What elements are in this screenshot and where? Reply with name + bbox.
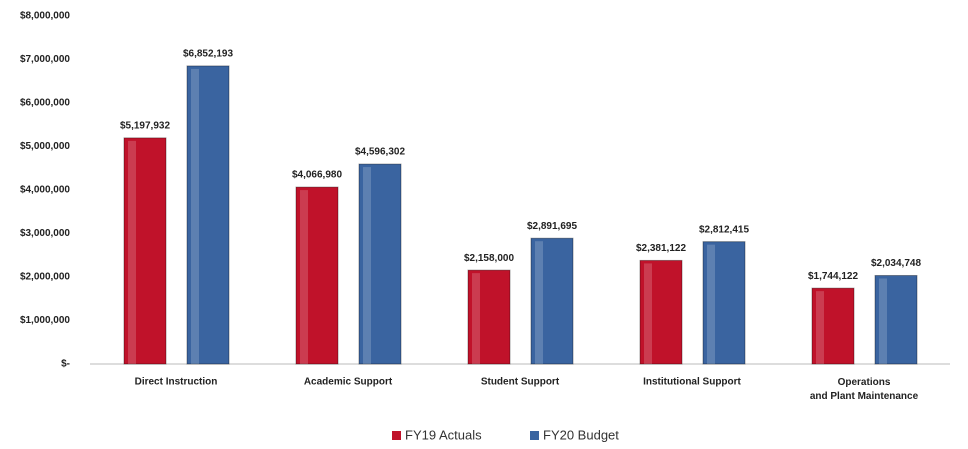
y-tick-label: $4,000,000 bbox=[20, 185, 70, 196]
bar-group bbox=[467, 269, 511, 365]
bar-highlight bbox=[879, 278, 887, 364]
bar-highlight bbox=[644, 263, 652, 364]
y-tick-label: $8,000,000 bbox=[20, 11, 70, 22]
data-label: $5,197,932 bbox=[120, 121, 170, 132]
y-tick-label: $6,000,000 bbox=[20, 98, 70, 109]
y-tick-label: $2,000,000 bbox=[20, 272, 70, 283]
bar bbox=[702, 241, 746, 365]
bar-group bbox=[530, 237, 574, 365]
bar bbox=[186, 65, 230, 365]
bar-group bbox=[123, 137, 167, 365]
bar-group bbox=[811, 287, 855, 365]
data-label: $4,596,302 bbox=[355, 147, 405, 158]
y-tick-label: $1,000,000 bbox=[20, 315, 70, 326]
y-tick-label: $7,000,000 bbox=[20, 54, 70, 65]
bar-highlight bbox=[707, 244, 715, 364]
x-tick-label: Academic Support bbox=[304, 377, 393, 388]
legend-text: FY20 Budget bbox=[543, 427, 619, 442]
bar bbox=[530, 237, 574, 365]
data-label: $1,744,122 bbox=[808, 271, 858, 282]
data-label: $2,158,000 bbox=[464, 253, 514, 264]
bar-highlight bbox=[128, 140, 136, 364]
bar-highlight bbox=[363, 167, 371, 364]
x-tick-label: Student Support bbox=[481, 377, 560, 388]
bar-group bbox=[358, 163, 402, 365]
bar-group bbox=[186, 65, 230, 365]
data-label: $4,066,980 bbox=[292, 170, 342, 181]
bar bbox=[467, 269, 511, 365]
legend-swatch bbox=[392, 431, 401, 440]
bar bbox=[639, 259, 683, 365]
x-tick-label: Operations and Plant Maintenance bbox=[810, 377, 919, 402]
bar-highlight bbox=[300, 190, 308, 364]
data-label: $2,381,122 bbox=[636, 243, 686, 254]
bar-highlight bbox=[191, 68, 199, 365]
bar bbox=[123, 137, 167, 365]
y-tick-label: $- bbox=[61, 359, 70, 370]
bar-highlight bbox=[472, 273, 480, 364]
data-label: $6,852,193 bbox=[183, 49, 233, 60]
legend-text: FY19 Actuals bbox=[405, 427, 482, 442]
data-label: $2,812,415 bbox=[699, 224, 749, 235]
legend-swatch bbox=[530, 431, 539, 440]
y-tick-label: $5,000,000 bbox=[20, 141, 70, 152]
bar-group bbox=[874, 274, 918, 365]
x-tick-label: Direct Instruction bbox=[135, 377, 218, 388]
bar-group bbox=[702, 241, 746, 365]
bar-group bbox=[639, 259, 683, 365]
bar bbox=[295, 186, 339, 365]
data-label: $2,034,748 bbox=[871, 258, 921, 269]
bar-highlight bbox=[816, 291, 824, 364]
x-tick-label: Institutional Support bbox=[643, 377, 741, 388]
bar-highlight bbox=[535, 241, 543, 364]
bar bbox=[874, 274, 918, 365]
bar-group bbox=[295, 186, 339, 365]
y-tick-label: $3,000,000 bbox=[20, 228, 70, 239]
bar bbox=[811, 287, 855, 365]
data-label: $2,891,695 bbox=[527, 221, 577, 232]
bar bbox=[358, 163, 402, 365]
